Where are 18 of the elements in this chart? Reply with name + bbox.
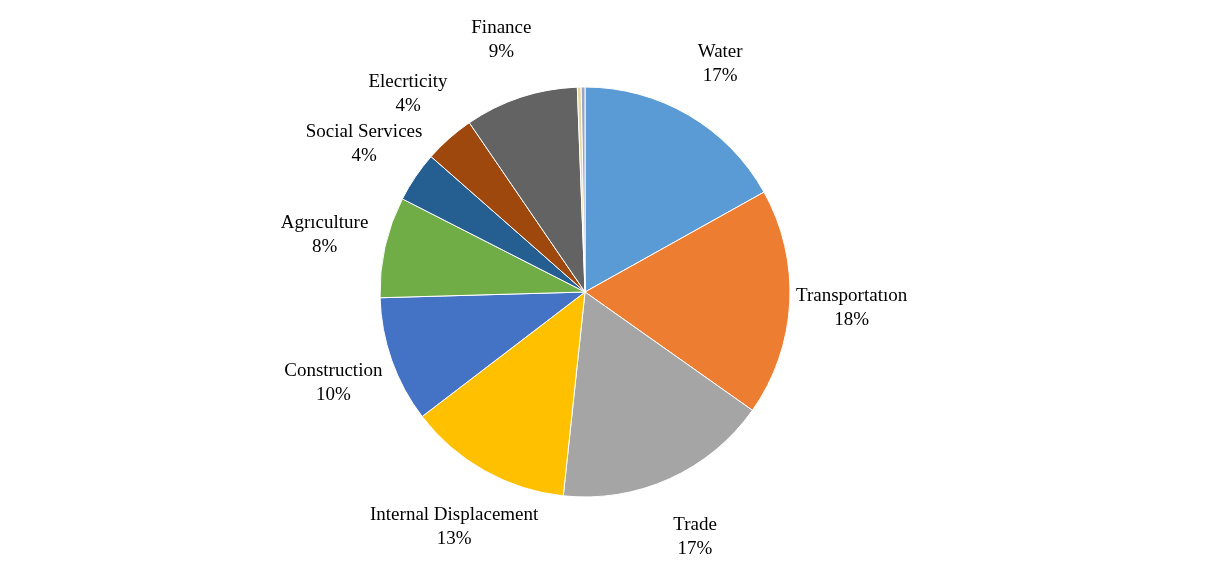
slice-label: Internal Displacement: [370, 502, 540, 524]
data-label: 18%: [834, 308, 870, 330]
data-label: 4%: [351, 144, 377, 166]
slice-label: Trade: [673, 513, 717, 535]
data-label: 9%: [488, 40, 515, 62]
data-label: 4%: [395, 94, 421, 116]
slice-label: Finance: [471, 16, 532, 38]
slice-label: Water: [697, 39, 744, 61]
slice-label: Social Services: [305, 120, 423, 142]
data-label: 17%: [702, 63, 738, 85]
slice-label: Construction: [284, 359, 383, 381]
data-label: 10%: [315, 383, 351, 405]
data-label: 8%: [311, 235, 338, 257]
data-label: 13%: [436, 526, 472, 548]
slice-label: Transportatıon: [796, 284, 908, 306]
slice-label: Agrıculture: [280, 211, 369, 233]
slice-label: Elecrticity: [368, 70, 449, 92]
data-label: 17%: [677, 537, 713, 559]
